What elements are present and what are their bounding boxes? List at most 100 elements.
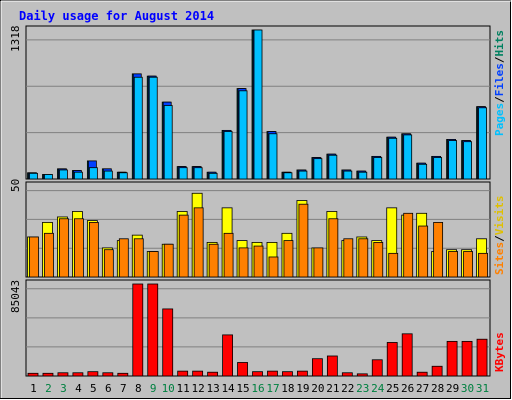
x-tick-label-day-15: 15 (236, 382, 249, 395)
x-tick-label-day-8: 8 (135, 382, 142, 395)
legend-separator: / (493, 96, 506, 103)
bar-sites-day-13 (208, 243, 219, 278)
hits-files-pages-panel (25, 25, 491, 180)
bar-sites-day-30 (463, 251, 473, 278)
bar-pages-day-27 (418, 163, 428, 180)
bar-sites-day-27 (418, 225, 429, 278)
legend-visits: Visits (493, 196, 506, 236)
bar-kbytes-day-1 (27, 372, 39, 377)
bar-sites-day-21 (328, 218, 339, 278)
bar-sites-day-9 (148, 251, 159, 278)
bar-kbytes-day-9 (147, 283, 159, 377)
bar-sites-day-2 (44, 232, 54, 278)
bar-pages-day-31 (478, 107, 487, 180)
bar-kbytes-day-23 (356, 373, 368, 377)
bar-pages-day-7 (118, 172, 128, 180)
bar-kbytes-day-11 (177, 370, 189, 377)
bar-pages-day-21 (328, 154, 338, 180)
bar-sites-day-20 (313, 247, 324, 278)
bar-sites-day-8 (133, 238, 144, 278)
x-tick-label-day-5: 5 (90, 382, 97, 395)
bar-kbytes-day-4 (72, 372, 84, 377)
bar-sites-day-12 (193, 207, 204, 278)
kbytes-panel (25, 279, 491, 377)
bar-sites-day-11 (178, 214, 189, 278)
x-tick-label-day-30: 30 (461, 382, 474, 395)
bar-sites-day-17 (268, 256, 279, 278)
x-tick-label-day-13: 13 (206, 382, 219, 395)
x-tick-label-day-14: 14 (221, 382, 235, 395)
bar-sites-day-18 (283, 240, 294, 278)
kbytes-panel-ymax-label: 85043 (9, 280, 22, 313)
x-tick-label-day-9: 9 (150, 382, 157, 395)
bar-sites-day-26 (403, 212, 414, 278)
bar-kbytes-day-25 (386, 342, 398, 377)
visits-panel-ymax-label: 50 (9, 179, 22, 192)
bar-kbytes-day-16 (252, 371, 263, 377)
bar-kbytes-day-18 (282, 371, 293, 377)
bar-kbytes-day-19 (297, 370, 308, 377)
x-tick-label-day-4: 4 (75, 382, 82, 395)
bar-kbytes-day-5 (87, 371, 99, 377)
bar-pages-day-1 (29, 172, 38, 180)
bar-pages-day-17 (268, 133, 278, 180)
bar-kbytes-day-17 (267, 370, 278, 377)
bar-sites-day-25 (388, 252, 399, 278)
bar-kbytes-day-15 (237, 362, 248, 377)
x-tick-label-day-24: 24 (371, 382, 385, 395)
bar-sites-day-7 (118, 238, 129, 278)
bar-pages-day-5 (88, 167, 98, 180)
bar-kbytes-day-10 (162, 308, 174, 377)
bar-kbytes-day-29 (446, 340, 458, 377)
bar-sites-day-15 (238, 247, 249, 278)
x-tick-label-day-6: 6 (105, 382, 112, 395)
legend-separator: / (493, 235, 506, 242)
visits-panel-legend: Sites/Visits (493, 196, 506, 276)
legend-pages: Pages (493, 103, 506, 136)
x-tick-label-day-27: 27 (416, 382, 429, 395)
bar-pages-day-25 (388, 137, 398, 180)
x-tick-label-day-31: 31 (476, 382, 489, 395)
bar-kbytes-day-7 (117, 372, 129, 377)
bar-pages-day-16 (253, 29, 263, 180)
bar-sites-day-19 (298, 203, 309, 278)
bar-sites-day-28 (433, 221, 444, 278)
legend-sites: Sites (493, 242, 506, 275)
visits-sites-panel (25, 181, 491, 278)
x-tick-label-day-26: 26 (401, 382, 414, 395)
bar-kbytes-day-21 (326, 355, 338, 377)
bar-kbytes-day-12 (192, 370, 204, 377)
bar-sites-day-14 (223, 232, 234, 278)
chart-title: Daily usage for August 2014 (19, 9, 214, 23)
bar-kbytes-day-30 (461, 340, 473, 377)
bar-sites-day-4 (74, 218, 84, 278)
bar-kbytes-day-13 (207, 371, 219, 377)
bar-sites-day-5 (88, 221, 99, 278)
x-tick-label-day-11: 11 (177, 382, 190, 395)
x-tick-label-day-16: 16 (251, 382, 264, 395)
x-tick-label-day-19: 19 (296, 382, 309, 395)
x-tick-label-day-25: 25 (386, 382, 399, 395)
bar-sites-day-23 (358, 238, 369, 278)
bar-kbytes-day-27 (416, 371, 428, 377)
bar-kbytes-day-2 (42, 372, 54, 377)
bar-kbytes-day-6 (102, 372, 114, 377)
bar-pages-day-9 (148, 76, 158, 180)
x-tick-label-day-3: 3 (60, 382, 67, 395)
bar-kbytes-day-31 (476, 338, 488, 377)
bar-pages-day-11 (178, 167, 188, 180)
x-tick-label-day-2: 2 (45, 382, 52, 395)
bar-kbytes-day-24 (371, 359, 383, 377)
legend-hits: Hits (493, 30, 506, 57)
x-tick-label-day-23: 23 (356, 382, 369, 395)
kbytes-plot-area (25, 279, 491, 377)
bar-sites-day-29 (448, 251, 458, 278)
bar-pages-day-3 (59, 169, 68, 180)
bar-pages-day-10 (163, 105, 173, 180)
bar-pages-day-22 (343, 170, 353, 180)
legend-files: Files (493, 63, 506, 96)
legend-kbytes: KBytes (493, 332, 506, 372)
legend-separator: / (493, 56, 506, 63)
